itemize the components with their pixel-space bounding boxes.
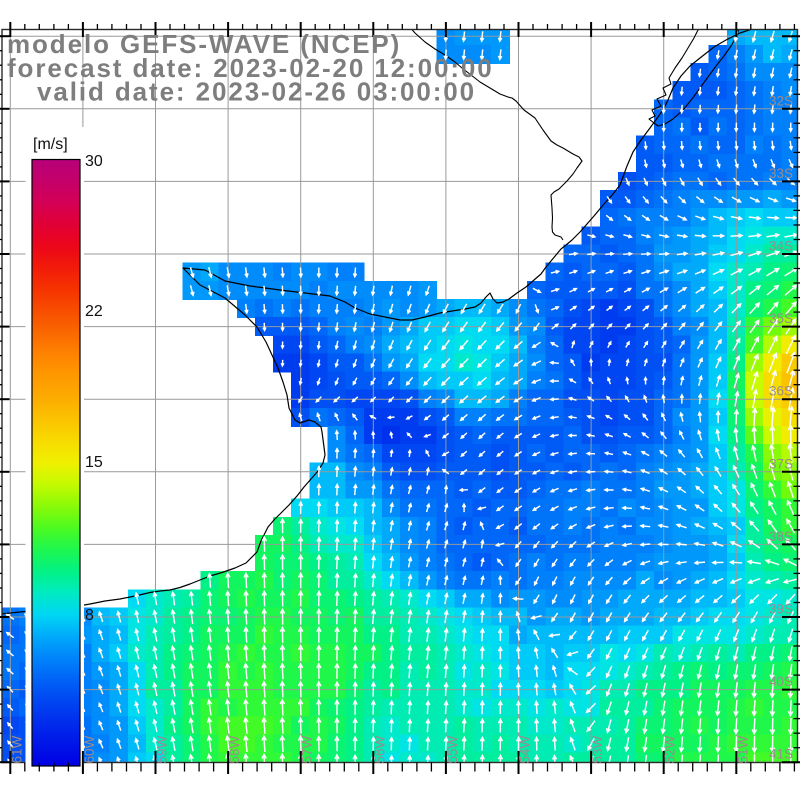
svg-text:32S: 32S: [769, 93, 793, 108]
svg-text:15: 15: [85, 454, 103, 471]
svg-text:valid date: 2023-02-26 03:00:0: valid date: 2023-02-26 03:00:00: [37, 77, 476, 107]
svg-text:56W: 56W: [372, 735, 387, 763]
svg-text:34S: 34S: [769, 239, 793, 254]
svg-text:41S: 41S: [769, 747, 793, 762]
svg-text:forecast date: 2023-02-20 12:0: forecast date: 2023-02-20 12:00:00: [7, 53, 494, 83]
svg-text:33S: 33S: [769, 166, 793, 181]
svg-text:59W: 59W: [155, 735, 170, 763]
svg-text:53W: 53W: [590, 735, 605, 763]
svg-text:39S: 39S: [769, 602, 793, 617]
svg-text:60W: 60W: [82, 735, 97, 763]
svg-text:[m/s]: [m/s]: [33, 136, 68, 153]
svg-text:40S: 40S: [769, 674, 793, 689]
svg-text:57W: 57W: [300, 735, 315, 763]
svg-text:52W: 52W: [663, 735, 678, 763]
svg-text:22: 22: [85, 303, 103, 320]
svg-text:36S: 36S: [769, 384, 793, 399]
svg-text:8: 8: [85, 607, 94, 624]
svg-text:51W: 51W: [735, 735, 750, 763]
svg-text:modelo GEFS-WAVE (NCEP): modelo GEFS-WAVE (NCEP): [7, 29, 401, 59]
svg-text:38S: 38S: [769, 529, 793, 544]
svg-text:37S: 37S: [769, 456, 793, 471]
svg-text:54W: 54W: [518, 735, 533, 763]
svg-text:35S: 35S: [769, 311, 793, 326]
svg-text:30: 30: [85, 153, 103, 170]
svg-text:61W: 61W: [9, 735, 24, 763]
svg-text:58W: 58W: [227, 735, 242, 763]
svg-text:55W: 55W: [445, 735, 460, 763]
